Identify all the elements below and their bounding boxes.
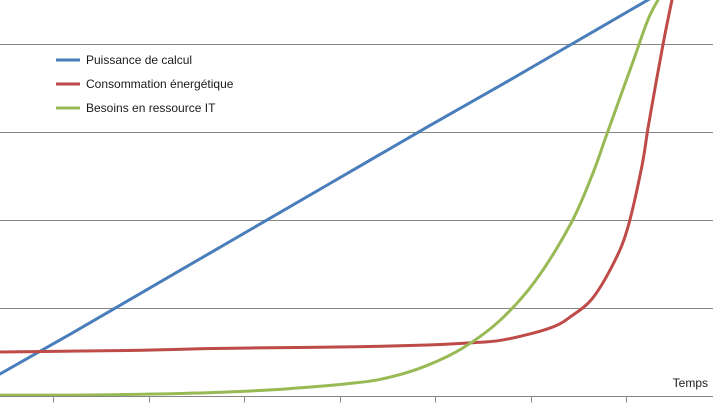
series-lines <box>0 0 674 396</box>
legend-label: Puissance de calcul <box>86 53 192 67</box>
legend-entry: Consommation énergétique <box>56 77 234 91</box>
x-axis <box>0 396 713 403</box>
legend-label: Consommation énergétique <box>86 77 234 91</box>
series-line-consommation-energetique <box>0 0 674 354</box>
series-line-puissance-de-calcul <box>0 0 651 376</box>
legend-entry: Puissance de calcul <box>56 53 192 67</box>
legend-label: Besoins en ressource IT <box>86 101 216 115</box>
gridlines <box>0 44 713 309</box>
series-line-besoins-en-ressource-it <box>0 0 660 396</box>
legend: Puissance de calcul Consommation énergéti… <box>56 53 234 115</box>
x-axis-title: Temps <box>673 376 708 390</box>
legend-entry: Besoins en ressource IT <box>56 101 216 115</box>
